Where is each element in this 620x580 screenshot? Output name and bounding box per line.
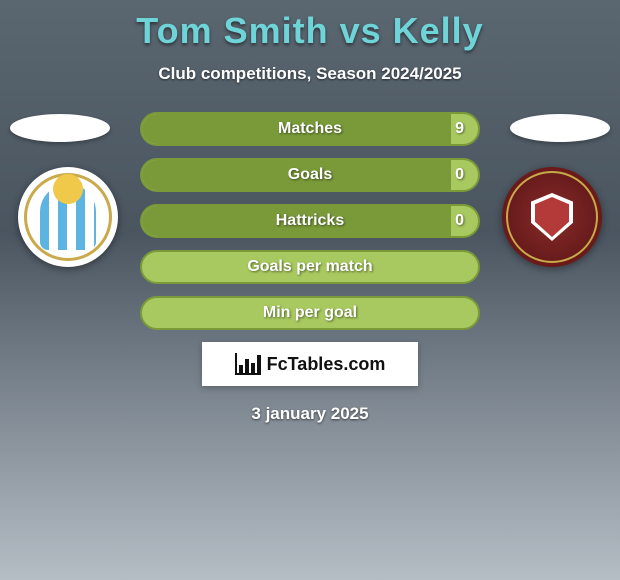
stat-row: Min per goal [140,296,480,330]
stat-row: Matches 9 [140,112,480,146]
stat-label: Min per goal [142,298,478,328]
club-crest-right [506,171,598,263]
comparison-area: Matches 9 Goals 0 Hattricks 0 Goals per … [0,112,620,424]
player-ellipse-left [10,114,110,142]
stat-label: Goals [142,160,478,190]
stat-row: Goals 0 [140,158,480,192]
stats-column: Matches 9 Goals 0 Hattricks 0 Goals per … [140,112,480,330]
subtitle: Club competitions, Season 2024/2025 [0,64,620,84]
crest-shield-icon [531,193,573,241]
branding-box: FcTables.com [202,342,418,386]
stat-value: 0 [455,206,464,236]
date-text: 3 january 2025 [0,404,620,424]
stat-row: Hattricks 0 [140,204,480,238]
stat-value: 9 [455,114,464,144]
bar-chart-icon [235,353,261,375]
stat-row: Goals per match [140,250,480,284]
crest-stripes-icon [40,184,96,250]
club-badge-left [18,167,118,267]
club-crest-left [24,173,112,261]
branding-text: FcTables.com [267,354,386,375]
stat-value: 0 [455,160,464,190]
page-title: Tom Smith vs Kelly [0,0,620,52]
stat-label: Matches [142,114,478,144]
club-badge-right [502,167,602,267]
player-ellipse-right [510,114,610,142]
stat-label: Goals per match [142,252,478,282]
stat-label: Hattricks [142,206,478,236]
